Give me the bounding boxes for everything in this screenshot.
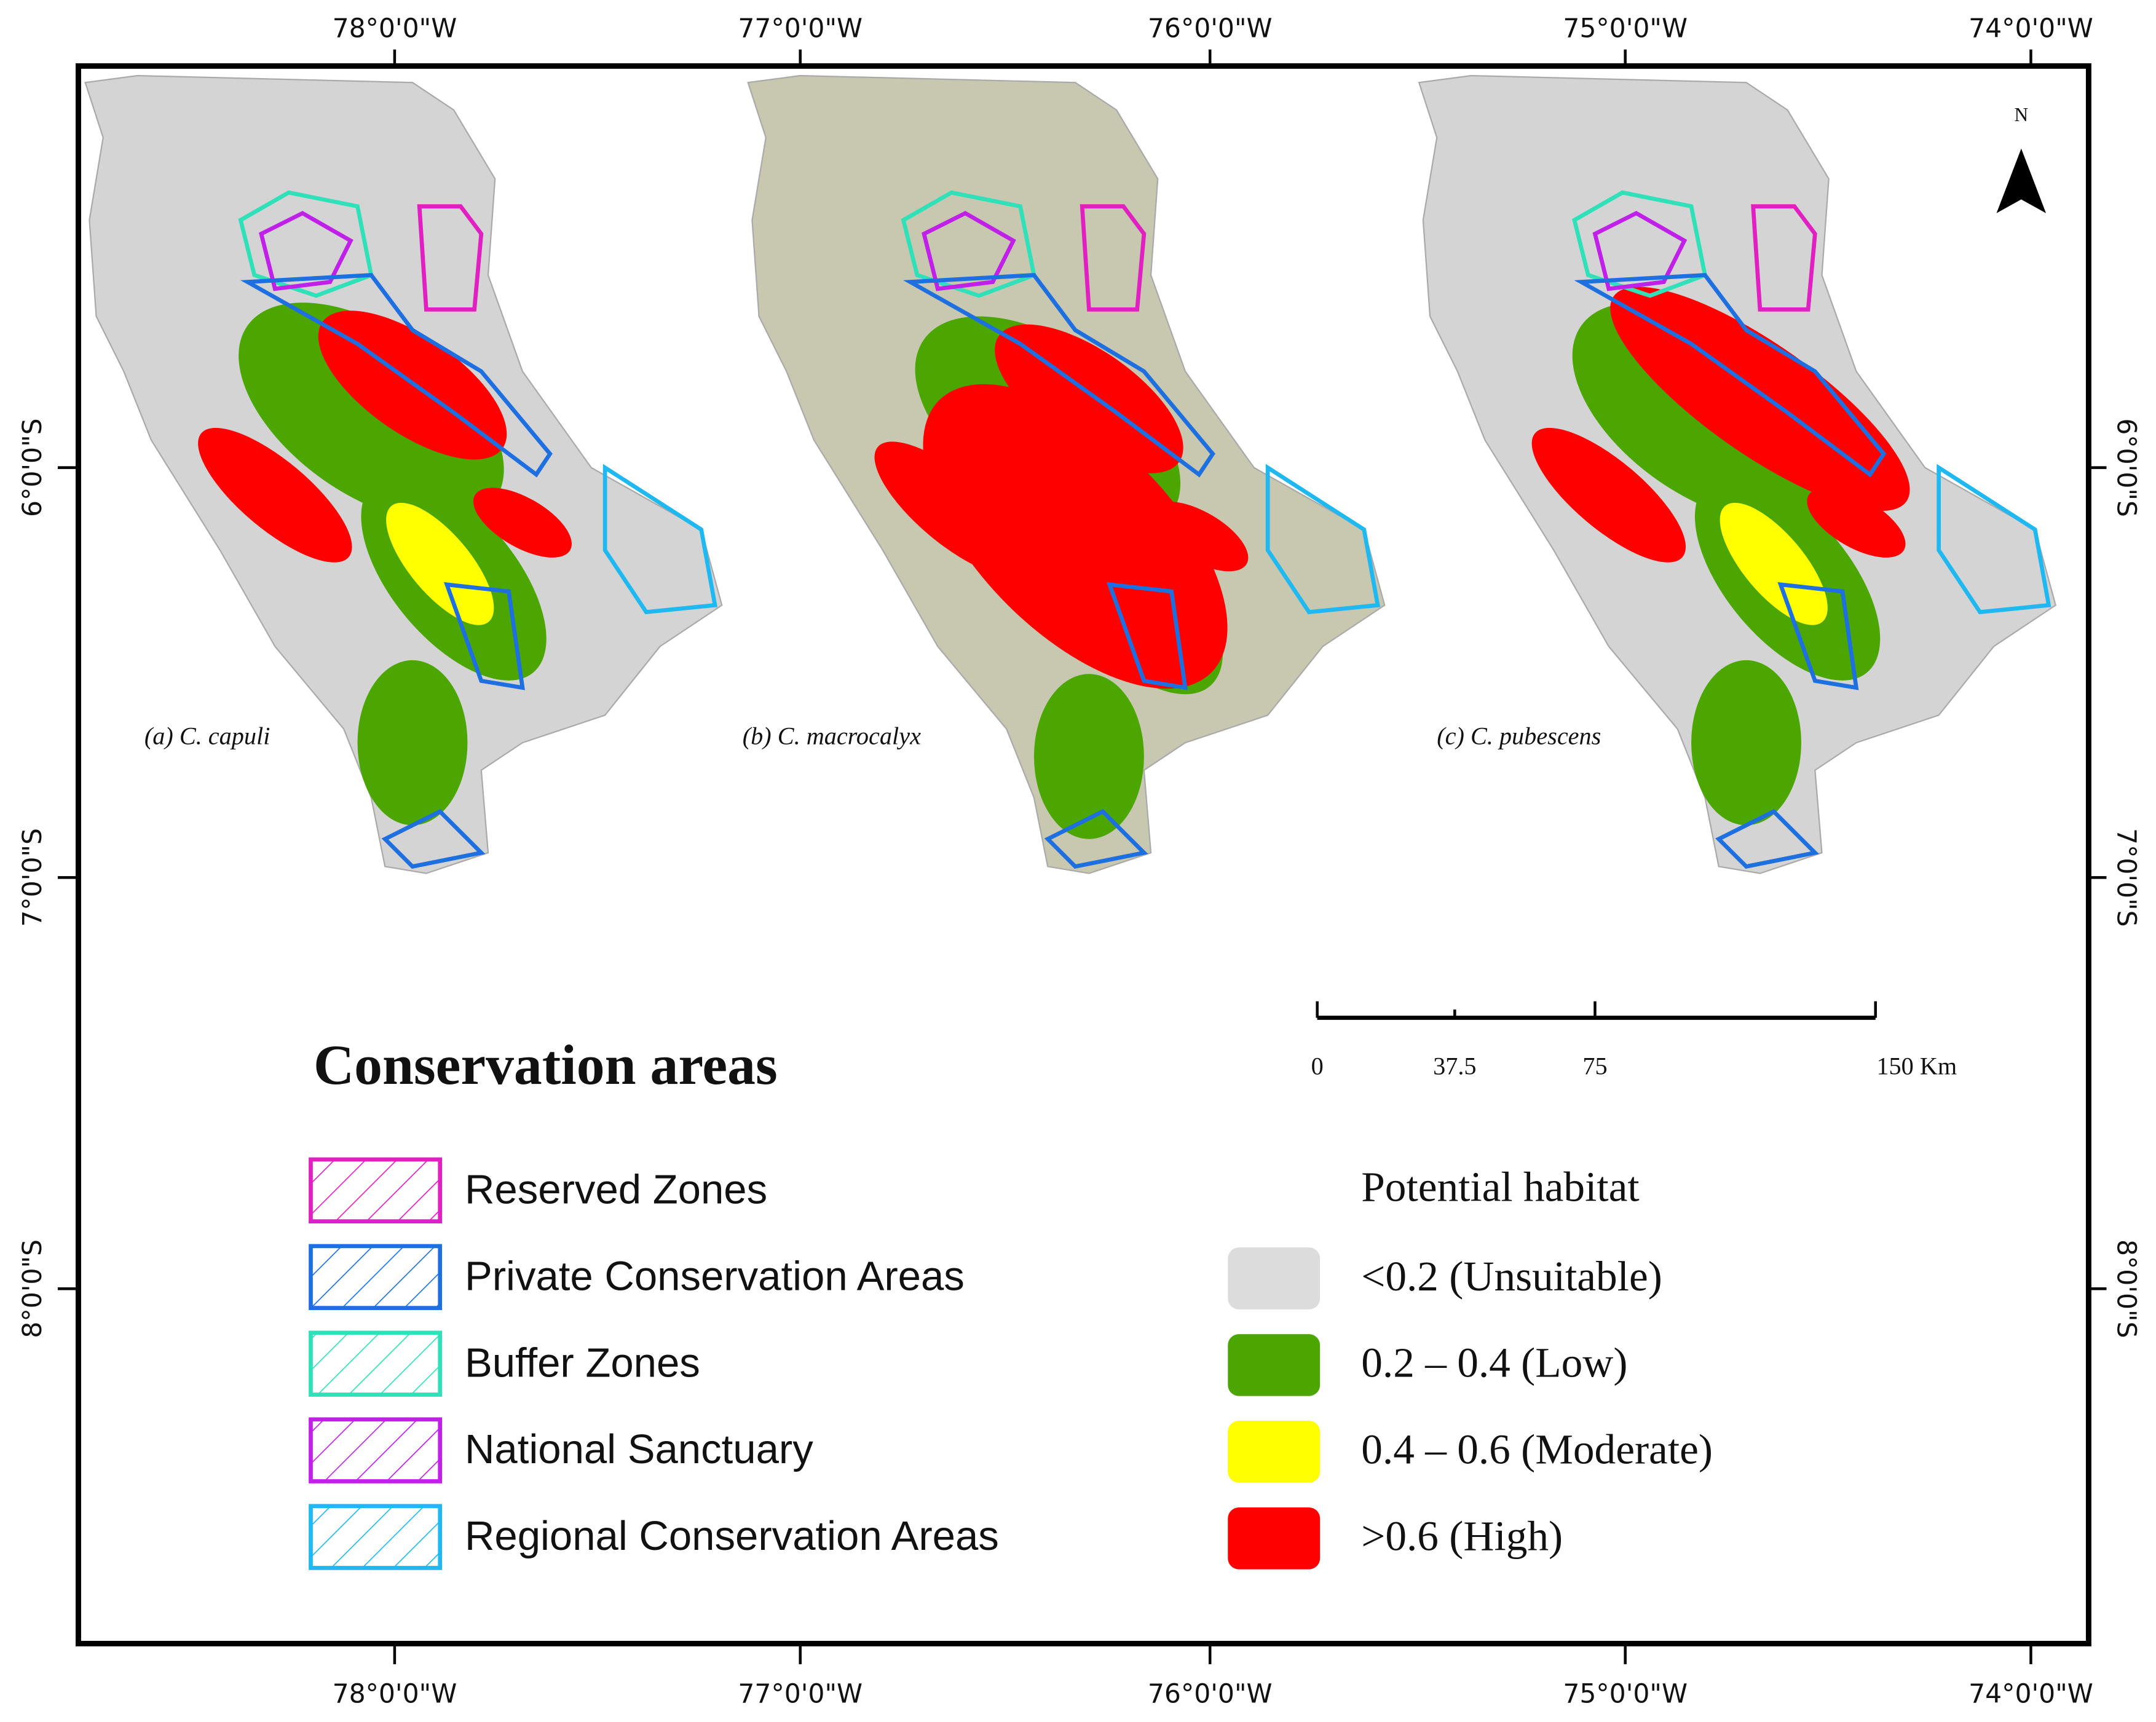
map-frame xyxy=(76,63,2091,1646)
right-axis-label: 8°0'0"S xyxy=(2111,1239,2141,1338)
left-axis-label: 6°0'0"S xyxy=(18,418,48,517)
top-axis-label: 75°0'0"W xyxy=(1563,14,1688,44)
legend-label: Regional Conservation Areas xyxy=(465,1513,999,1559)
legend-label: National Sanctuary xyxy=(465,1426,813,1472)
scale-bar: 0 37.5 75 150 Km xyxy=(1311,1001,1957,1080)
right-axis-label: 7°0'0"S xyxy=(2111,828,2141,927)
legend-swatch xyxy=(309,1504,443,1570)
habitat-label: >0.6 (High) xyxy=(1361,1512,1563,1560)
north-label: N xyxy=(2015,104,2029,125)
bottom-axis-label: 74°0'0"W xyxy=(1968,1680,2093,1710)
legend-swatch xyxy=(309,1157,443,1224)
bottom-axis-label: 78°0'0"W xyxy=(333,1680,457,1710)
legend-swatch xyxy=(309,1330,443,1397)
legend-swatch xyxy=(309,1417,443,1483)
habitat-label: 0.2 – 0.4 (Low) xyxy=(1361,1339,1627,1386)
left-axis-label: 7°0'0"S xyxy=(18,828,48,927)
habitat-swatch xyxy=(1228,1421,1321,1483)
bottom-axis-label: 76°0'0"W xyxy=(1148,1680,1273,1710)
scale-label: 0 xyxy=(1311,1052,1324,1080)
scale-label: 150 Km xyxy=(1876,1052,1957,1080)
panel-a xyxy=(84,74,723,874)
panel-b xyxy=(747,74,1386,874)
legend-swatch xyxy=(309,1244,443,1310)
bottom-axis-label: 77°0'0"W xyxy=(738,1680,863,1710)
panel-c xyxy=(1418,74,2056,874)
habitat-label: 0.4 – 0.6 (Moderate) xyxy=(1361,1426,1713,1473)
legend-label: Buffer Zones xyxy=(465,1340,700,1386)
habitat-legend-title: Potential habitat xyxy=(1361,1163,1639,1210)
scale-label: 75 xyxy=(1582,1052,1607,1080)
north-arrow: N xyxy=(1996,104,2047,213)
legend-title: Conservation areas xyxy=(314,1033,778,1096)
habitat-swatch xyxy=(1228,1507,1321,1570)
top-axis-label: 76°0'0"W xyxy=(1148,14,1273,44)
left-axis-label: 8°0'0"S xyxy=(18,1239,48,1338)
legend-label: Reserved Zones xyxy=(465,1166,767,1212)
bottom-axis-label: 75°0'0"W xyxy=(1563,1680,1688,1710)
top-axis-label: 78°0'0"W xyxy=(333,14,457,44)
panel-label: (a) C. capuli xyxy=(144,722,270,749)
top-axis-label: 74°0'0"W xyxy=(1968,14,2093,44)
top-axis-label: 77°0'0"W xyxy=(738,14,863,44)
map-panels xyxy=(84,74,2056,874)
habitat-label: <0.2 (Unsuitable) xyxy=(1361,1252,1662,1300)
habitat-swatch xyxy=(1228,1247,1321,1309)
legend-label: Private Conservation Areas xyxy=(465,1253,965,1299)
panel-label: (c) C. pubescens xyxy=(1437,722,1601,749)
panel-label: (b) C. macrocalyx xyxy=(743,722,921,749)
scale-label: 37.5 xyxy=(1433,1052,1476,1080)
right-axis-label: 6°0'0"S xyxy=(2111,418,2141,517)
habitat-swatch xyxy=(1228,1334,1321,1396)
